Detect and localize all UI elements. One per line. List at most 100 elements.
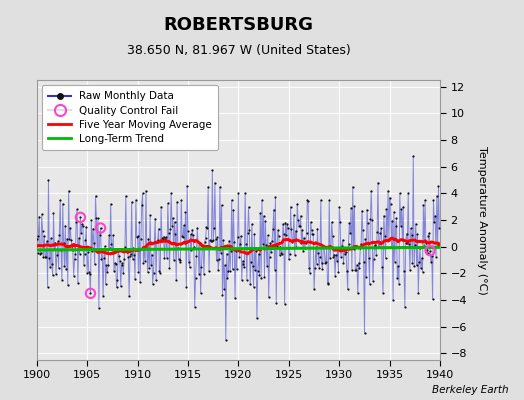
Point xyxy=(174,255,183,262)
Point xyxy=(301,244,309,251)
Point xyxy=(123,247,132,253)
Point xyxy=(63,236,71,242)
Point xyxy=(375,244,383,251)
Point xyxy=(426,248,434,254)
Point xyxy=(348,267,356,273)
Point xyxy=(422,240,430,246)
Point xyxy=(112,261,120,268)
Point xyxy=(154,237,162,243)
Point xyxy=(429,296,437,302)
Point xyxy=(372,252,380,258)
Point xyxy=(176,257,184,263)
Point xyxy=(91,261,99,268)
Point xyxy=(226,268,234,274)
Point xyxy=(109,232,117,238)
Point xyxy=(270,266,279,273)
Point xyxy=(352,267,361,274)
Point xyxy=(331,272,339,279)
Point xyxy=(354,260,363,266)
Point xyxy=(280,301,289,307)
Point xyxy=(400,268,408,274)
Point xyxy=(201,239,209,245)
Point xyxy=(75,250,84,257)
Point xyxy=(257,275,265,281)
Point xyxy=(421,197,429,203)
Point xyxy=(87,217,95,224)
Point xyxy=(198,242,206,248)
Point xyxy=(35,213,43,220)
Point xyxy=(339,237,347,243)
Point xyxy=(121,244,129,250)
Point xyxy=(255,251,263,257)
Point xyxy=(329,254,337,260)
Point xyxy=(233,234,242,240)
Point xyxy=(143,245,151,251)
Point xyxy=(194,239,202,246)
Point xyxy=(230,238,238,245)
Point xyxy=(412,262,421,269)
Point xyxy=(58,277,66,283)
Point xyxy=(112,284,121,290)
Point xyxy=(334,269,343,275)
Point xyxy=(227,197,236,203)
Point xyxy=(297,240,305,247)
Point xyxy=(424,232,433,239)
Point xyxy=(80,250,89,257)
Point xyxy=(134,269,143,275)
Point xyxy=(114,247,123,254)
Point xyxy=(171,230,180,237)
Point xyxy=(73,206,81,212)
Point xyxy=(253,315,261,322)
Point xyxy=(215,256,223,262)
Point xyxy=(376,238,384,245)
Point xyxy=(341,251,350,258)
Point xyxy=(64,188,73,194)
Point xyxy=(241,190,249,196)
Point xyxy=(276,252,284,259)
Point xyxy=(252,248,260,254)
Point xyxy=(61,222,70,229)
Point xyxy=(291,228,300,234)
Point xyxy=(159,233,168,240)
Point xyxy=(178,232,187,239)
Point xyxy=(85,271,94,278)
Point xyxy=(209,237,217,244)
Point xyxy=(298,226,307,233)
Point xyxy=(364,220,372,226)
Point xyxy=(231,295,239,302)
Point xyxy=(283,221,291,228)
Text: 38.650 N, 81.967 W (United States): 38.650 N, 81.967 W (United States) xyxy=(126,44,351,57)
Point xyxy=(319,243,328,250)
Point xyxy=(310,286,318,292)
Point xyxy=(138,202,146,208)
Point xyxy=(208,167,216,173)
Point xyxy=(127,199,136,205)
Y-axis label: Temperature Anomaly (°C): Temperature Anomaly (°C) xyxy=(476,146,486,294)
Point xyxy=(210,225,218,232)
Point xyxy=(358,227,367,233)
Point xyxy=(141,258,149,264)
Point xyxy=(103,269,112,275)
Point xyxy=(332,252,340,258)
Point xyxy=(84,269,93,275)
Point xyxy=(37,250,45,256)
Point xyxy=(391,223,400,230)
Point xyxy=(239,261,248,267)
Point xyxy=(381,255,390,262)
Point xyxy=(227,248,235,254)
Point xyxy=(329,232,337,239)
Point xyxy=(316,197,325,203)
Point xyxy=(197,264,205,270)
Point xyxy=(286,250,294,257)
Point xyxy=(216,250,225,256)
Point xyxy=(340,260,348,266)
Point xyxy=(415,259,423,266)
Point xyxy=(205,268,213,274)
Point xyxy=(169,257,178,263)
Point xyxy=(390,209,398,215)
Point xyxy=(41,254,49,260)
Point xyxy=(369,277,377,284)
Point xyxy=(289,236,297,243)
Point xyxy=(95,305,103,311)
Point xyxy=(116,283,125,290)
